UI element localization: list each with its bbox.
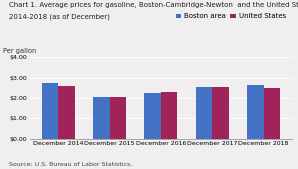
Bar xyxy=(161,92,177,139)
Text: Per gallon: Per gallon xyxy=(3,48,36,54)
Text: Chart 1. Average prices for gasoline, Boston-Cambridge-Newton  and the United St: Chart 1. Average prices for gasoline, Bo… xyxy=(9,2,298,8)
Bar xyxy=(145,93,161,139)
Bar xyxy=(58,86,74,139)
Bar xyxy=(247,86,264,139)
Bar xyxy=(42,83,58,139)
Bar xyxy=(93,97,110,139)
Bar xyxy=(196,88,212,139)
Bar xyxy=(110,97,126,139)
Legend: Boston area, United States: Boston area, United States xyxy=(173,11,288,22)
Bar xyxy=(264,88,280,139)
Text: 2014-2018 (as of December): 2014-2018 (as of December) xyxy=(9,14,110,20)
Text: Source: U.S. Bureau of Labor Statistics.: Source: U.S. Bureau of Labor Statistics. xyxy=(9,162,132,167)
Bar xyxy=(212,88,229,139)
